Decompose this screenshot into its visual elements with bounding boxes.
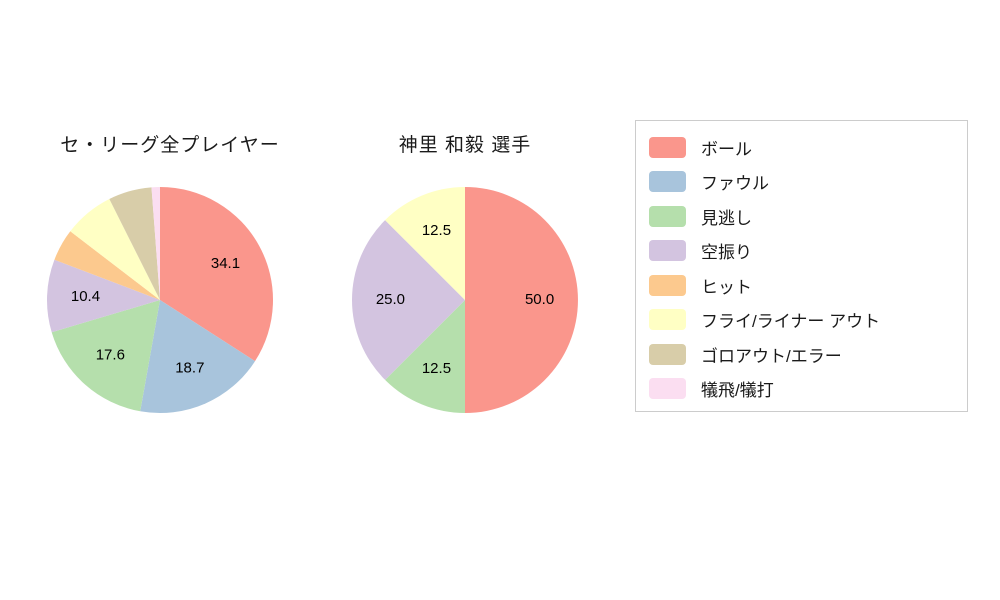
legend-label: フライ/ライナー アウト <box>701 312 881 332</box>
pie-slice <box>352 220 465 380</box>
legend: ボールファウル見逃し空振りヒットフライ/ライナー アウト ゴロアウト/エラー 犠飛/… <box>635 120 968 412</box>
legend-item: ファウル <box>649 165 967 200</box>
legend-item: ヒット <box>649 268 967 303</box>
pie-chart-league: 34.1 18.7 17.6 10.4 <box>47 187 273 413</box>
legend-swatch <box>649 343 686 365</box>
pie-slice <box>140 300 256 413</box>
pie-slice <box>385 300 465 413</box>
pie-slice <box>151 187 160 300</box>
right-pie-title: 神里 和毅 選手 <box>398 135 532 156</box>
legend-swatch <box>649 309 686 331</box>
legend-label: ゴロアウト/エラー <box>701 346 842 366</box>
legend-item: 見逃し <box>649 199 967 234</box>
pie-slice <box>54 231 160 300</box>
pie-slice-label: 10.4 <box>71 288 100 305</box>
legend-label: ファウル <box>701 174 769 194</box>
pie-chart-player: 50.0 12.5 25.0 12.5 <box>352 187 578 413</box>
pie-slice-label: 12.5 <box>422 222 451 239</box>
legend-item: フライ/ライナー アウト <box>649 303 967 338</box>
legend-swatch <box>649 171 686 193</box>
pie-slice-label: 12.5 <box>422 360 451 377</box>
legend-label: 見逃し <box>701 208 752 228</box>
pie-slice <box>109 187 160 300</box>
pie-slice-label: 25.0 <box>376 291 405 308</box>
legend-swatch <box>649 274 686 296</box>
pie-slice-label: 17.6 <box>96 347 125 364</box>
pie-slice <box>160 187 273 362</box>
pie-slice-label: 50.0 <box>525 291 554 308</box>
legend-item: 空振り <box>649 234 967 269</box>
legend-item: ボール <box>649 130 967 165</box>
pie-slice <box>47 259 160 333</box>
pie-slice-label: 18.7 <box>175 359 204 376</box>
legend-swatch <box>649 205 686 227</box>
legend-item: 犠飛/犠打 <box>649 372 967 407</box>
left-pie-title: セ・リーグ全プレイヤー <box>60 135 280 156</box>
legend-swatch <box>649 136 686 158</box>
legend-item: ゴロアウト/エラー <box>649 337 967 372</box>
legend-label: 犠飛/犠打 <box>701 381 774 401</box>
pie-slice <box>385 187 465 300</box>
pie-slice <box>51 300 160 412</box>
legend-label: ボール <box>701 139 752 159</box>
pie-slice-label: 34.1 <box>211 255 240 272</box>
legend-swatch <box>649 240 686 262</box>
legend-label: ヒット <box>701 277 752 297</box>
legend-label: 空振り <box>701 243 752 263</box>
legend-swatch <box>649 378 686 400</box>
pie-slice <box>70 198 160 300</box>
pie-slice <box>465 187 578 413</box>
